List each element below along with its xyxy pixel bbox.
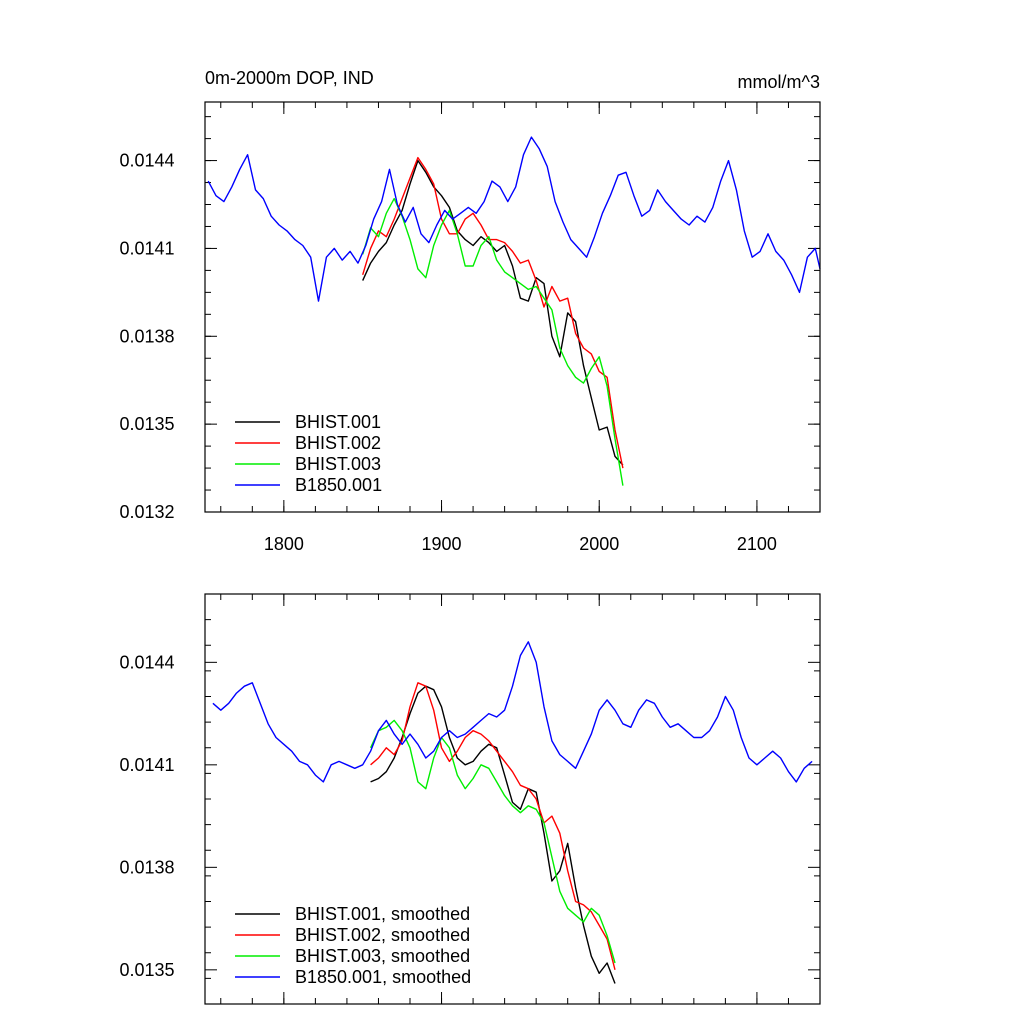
bottom-panel-lines: [212, 641, 813, 984]
top-panel-title: 0m-2000m DOP, IND: [205, 68, 374, 88]
bottom-y-tick-label: 0.0141: [119, 755, 174, 775]
bottom-y-tick-label: 0.0144: [119, 652, 174, 672]
bottom-legend-label: BHIST.001, smoothed: [295, 904, 470, 924]
top-legend-label: BHIST.003: [295, 454, 381, 474]
bottom-panel: 0.0135 0.0138 0.0141 0.0144 BHIST.001, smoo…: [119, 593, 821, 1005]
top-x-tick-label: 2000: [579, 534, 619, 554]
top-legend-label: BHIST.002: [295, 433, 381, 453]
top-y-tick-label: 0.0138: [119, 326, 174, 346]
bottom-series-line-4: [212, 641, 813, 783]
top-y-tick-label: 0.0141: [119, 238, 174, 258]
top-series-line-3: [362, 197, 624, 486]
top-panel: 0m-2000m DOP, IND mmol/m^3 0.01320.01350…: [119, 68, 821, 554]
bottom-panel-frame: [204, 593, 821, 1005]
bottom-y-tick-label: 0.0135: [119, 960, 174, 980]
top-series-line-4: [207, 136, 821, 302]
top-panel-units: mmol/m^3: [738, 72, 820, 92]
bottom-legend-label: BHIST.003, smoothed: [295, 946, 470, 966]
top-legend-label: BHIST.001: [295, 412, 381, 432]
top-panel-frame: [204, 101, 821, 513]
bottom-series-line-3: [369, 719, 616, 964]
top-y-tick-label: 0.0132: [119, 502, 174, 522]
top-y-tick-label: 0.0135: [119, 414, 174, 434]
bottom-y-tick-label: 0.0138: [119, 857, 174, 877]
top-series-line-2: [362, 156, 624, 469]
top-x-tick-label: 1900: [422, 534, 462, 554]
bottom-legend-label: BHIST.002, smoothed: [295, 925, 470, 945]
top-y-tick-label: 0.0144: [119, 151, 174, 171]
bottom-series-line-2: [370, 682, 616, 970]
top-panel-lines: [207, 136, 821, 486]
top-panel-ticks: 0.0132 0.0135 0.0138 0.0141 0.0144 1800 1900 20…: [119, 102, 821, 554]
bottom-legend-label: B1850.001, smoothed: [295, 967, 471, 987]
top-x-tick-label: 2100: [737, 534, 777, 554]
top-x-tick-label: 1800: [264, 534, 304, 554]
top-legend-label: B1850.001: [295, 475, 382, 495]
